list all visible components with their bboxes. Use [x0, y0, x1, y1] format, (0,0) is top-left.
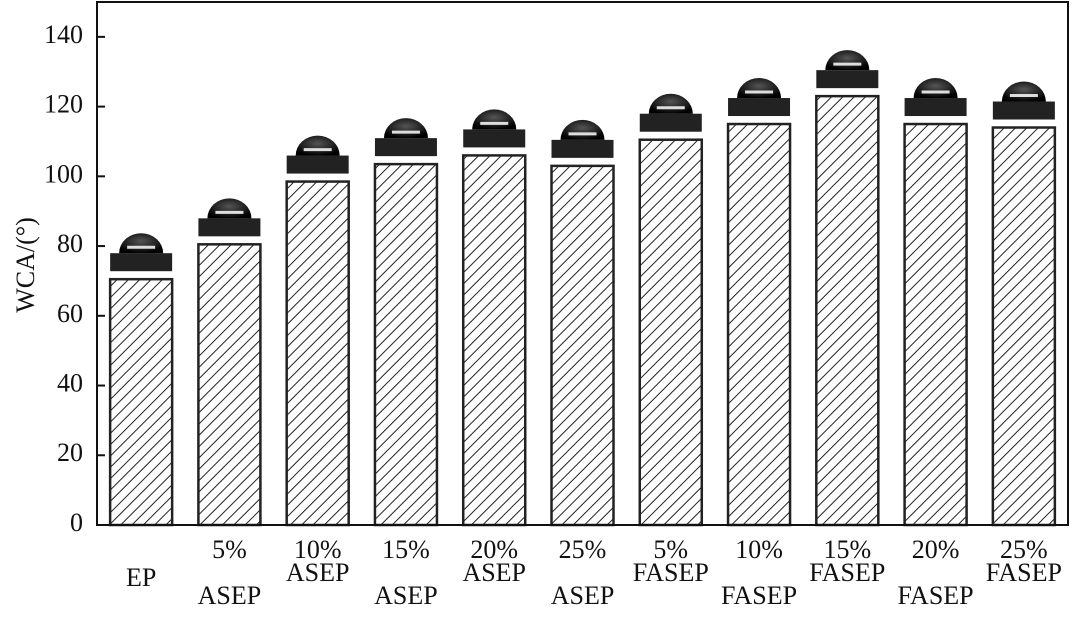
x-tick-label: FASEP [986, 558, 1062, 587]
x-tick-label: FASEP [633, 558, 709, 587]
bar [550, 164, 615, 527]
x-tick-label: 5% [653, 535, 688, 564]
bar [285, 180, 350, 527]
droplet [825, 50, 870, 71]
y-axis-label: WCA/(°) [11, 217, 40, 313]
x-tick-label: 15% [382, 535, 430, 564]
bar [197, 243, 262, 527]
droplet-substrate [463, 129, 526, 148]
x-tick-label: 25% [559, 535, 607, 564]
y-tick-label: 0 [70, 508, 83, 537]
droplet-substrate [904, 98, 967, 117]
bar [108, 277, 174, 527]
x-tick-label: ASEP [198, 581, 262, 610]
y-tick-label: 120 [44, 90, 83, 119]
plot-frame [96, 1, 1069, 526]
y-tick-label: 60 [57, 299, 83, 328]
bar [638, 138, 704, 527]
droplet [913, 78, 958, 99]
droplet-substrate [639, 113, 702, 132]
x-tick-label: 5% [212, 535, 247, 564]
droplet [383, 118, 428, 139]
bar [991, 126, 1057, 527]
y-tick-label: 40 [57, 369, 83, 398]
bar [461, 154, 527, 527]
droplet [119, 233, 164, 254]
droplet [737, 78, 782, 99]
droplet [207, 198, 252, 219]
x-tick-label: ASEP [286, 558, 350, 587]
x-tick-label: EP [126, 563, 156, 592]
bar [373, 162, 439, 527]
x-tick-label: FASEP [809, 558, 885, 587]
y-tick-label: 100 [44, 159, 83, 188]
droplet-substrate [286, 155, 349, 174]
droplet [1001, 81, 1046, 102]
droplet-substrate [551, 139, 614, 158]
x-tick-label: FASEP [898, 581, 974, 610]
y-tick-label: 80 [57, 229, 83, 258]
droplet-substrate [992, 101, 1055, 120]
x-tick-label: FASEP [721, 581, 797, 610]
x-tick-label: 10% [735, 535, 783, 564]
x-tick-label: ASEP [551, 581, 615, 610]
droplet-substrate [374, 138, 437, 157]
x-tick-label: 15% [823, 535, 871, 564]
x-tick-label: 20% [470, 535, 518, 564]
y-tick-label: 140 [44, 20, 83, 49]
droplet-substrate [728, 98, 791, 117]
y-tick-label: 20 [57, 438, 83, 467]
x-tick-label: ASEP [462, 558, 526, 587]
droplet-substrate [198, 218, 261, 237]
droplet [295, 135, 340, 156]
bar [903, 122, 968, 527]
droplet [560, 119, 605, 140]
droplet [472, 109, 517, 130]
x-tick-label: 25% [1000, 535, 1048, 564]
droplet-substrate [110, 253, 173, 272]
bar [815, 94, 880, 527]
bar [726, 122, 792, 527]
x-tick-label: 10% [294, 535, 342, 564]
x-tick-label: ASEP [374, 581, 438, 610]
x-tick-label: 20% [912, 535, 960, 564]
droplet [648, 93, 693, 114]
droplet-substrate [816, 70, 879, 89]
